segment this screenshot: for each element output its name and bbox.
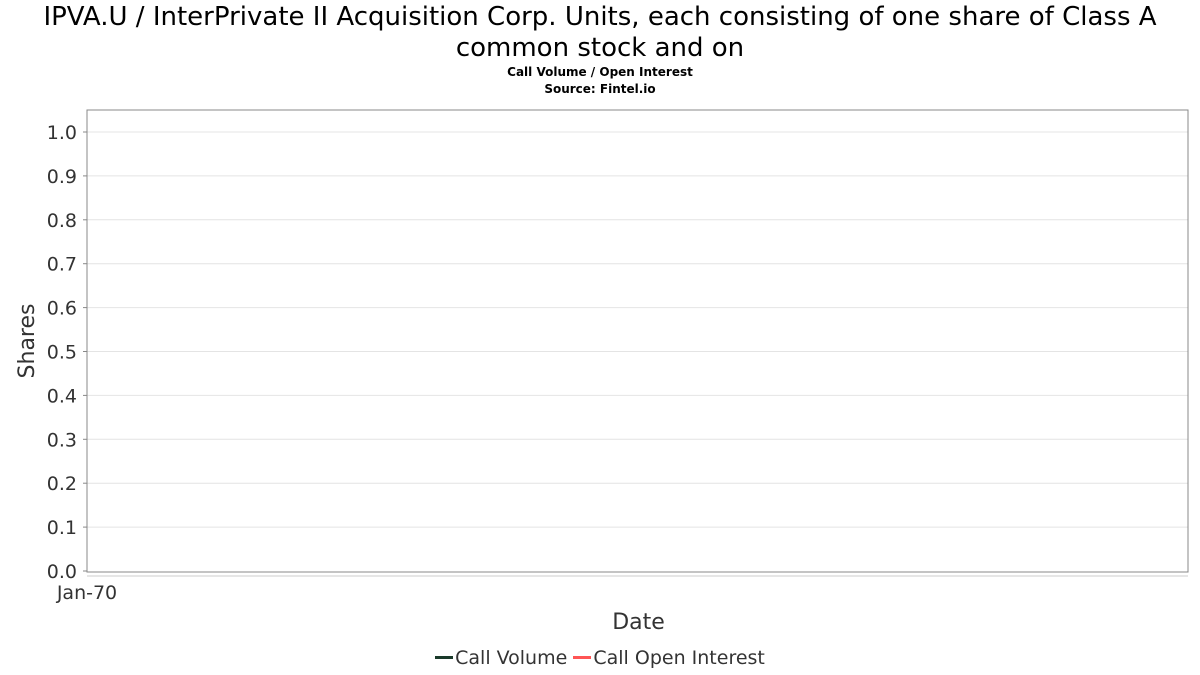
legend: Call Volume Call Open Interest: [0, 647, 1200, 669]
x-tick-label: Jan-70: [56, 582, 117, 604]
y-axis-ticks: 0.0 0.1 0.2 0.3 0.4 0.5 0.6 0.7 0.8 0.9 1.0: [47, 122, 87, 583]
x-axis-ticks: Jan-70: [56, 582, 117, 604]
chart-subtitle: Call Volume / Open Interest: [507, 65, 693, 79]
y-tick-label: 0.4: [47, 385, 77, 407]
y-tick-label: 1.0: [47, 122, 77, 144]
y-tick-label: 0.9: [47, 166, 77, 188]
chart-source: Source: Fintel.io: [544, 82, 656, 96]
title-block: IPVA.U / InterPrivate II Acquisition Cor…: [0, 0, 1200, 98]
legend-item-call-open-interest[interactable]: Call Open Interest: [573, 647, 765, 669]
y-tick-label: 0.3: [47, 429, 77, 451]
y-tick-label: 0.6: [47, 298, 77, 320]
plot-frame: [86, 109, 1189, 573]
x-axis-label: Date: [612, 610, 665, 635]
legend-swatch-call-volume: [435, 656, 454, 659]
y-tick-label: 0.8: [47, 210, 77, 232]
legend-label: Call Volume: [455, 647, 568, 669]
y-tick-label: 0.0: [47, 561, 77, 583]
y-axis-label: Shares: [15, 304, 40, 379]
legend-item-call-volume[interactable]: Call Volume: [435, 647, 567, 669]
legend-swatch-call-open-interest: [573, 656, 592, 659]
y-tick-label: 0.5: [47, 342, 77, 364]
legend-label: Call Open Interest: [593, 647, 765, 669]
chart-title: IPVA.U / InterPrivate II Acquisition Cor…: [43, 2, 1157, 63]
y-tick-label: 0.1: [47, 517, 77, 539]
y-tick-label: 0.7: [47, 254, 77, 276]
y-tick-label: 0.2: [47, 473, 77, 495]
gridlines: [87, 131, 1188, 577]
